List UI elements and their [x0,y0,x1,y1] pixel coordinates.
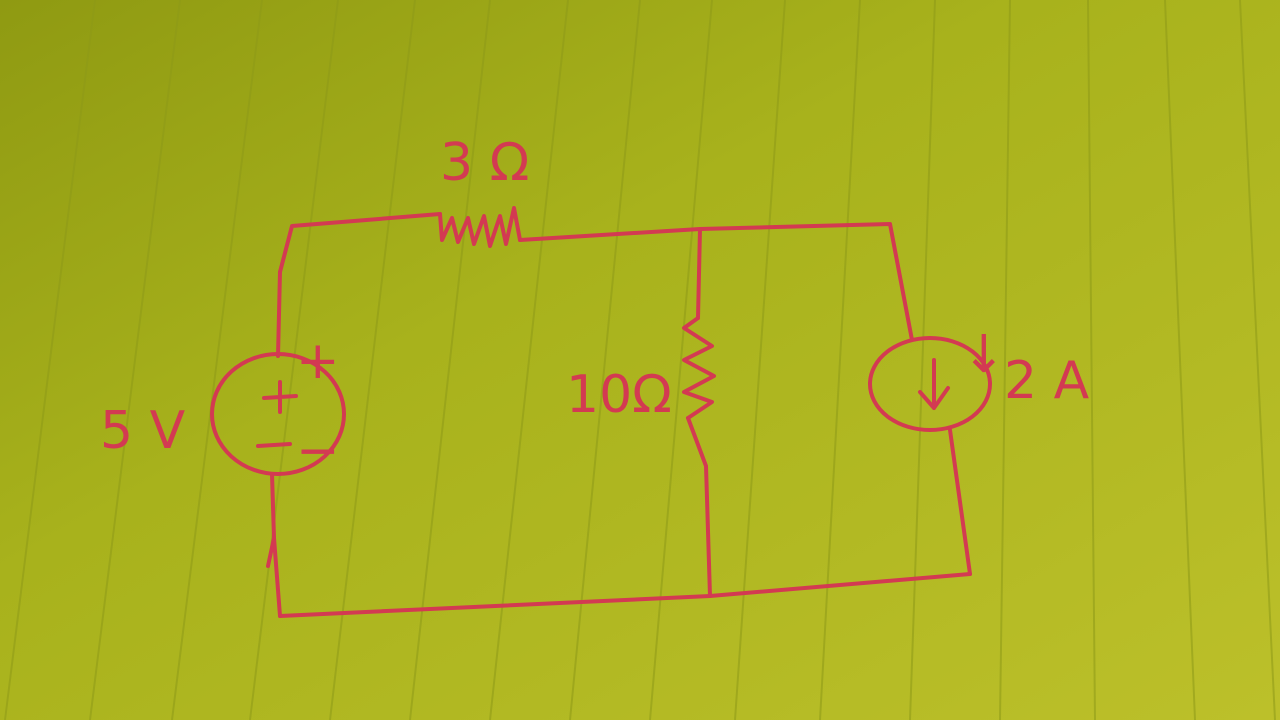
label-10-ohm: 10Ω [566,365,672,425]
voltage-minus-label: − [296,421,340,481]
ruled-lines [4,0,1276,720]
current-arrow-label: ↓ [962,325,1006,385]
wire-left-upper [276,270,282,358]
label-5-volt: 5 V [100,401,186,461]
wire-left-lower [266,472,282,618]
resistor-10-ohm [682,316,716,420]
voltage-minus-sign [256,442,292,448]
resistor-3-ohm [438,206,522,248]
voltage-source [210,352,346,476]
current-source-arrow-icon [918,358,950,410]
wire-middle-lower [686,416,712,598]
current-source [868,336,992,432]
wire-right-lower [948,428,972,576]
label-2-amp: 2 A [1004,351,1090,411]
wire-top-left [278,212,442,274]
label-3-ohm: 3 Ω [440,133,529,193]
voltage-plus-label: + [296,331,340,391]
wire-middle-upper [696,227,702,320]
voltage-plus-sign [262,380,298,414]
wire-top-right [518,222,914,342]
